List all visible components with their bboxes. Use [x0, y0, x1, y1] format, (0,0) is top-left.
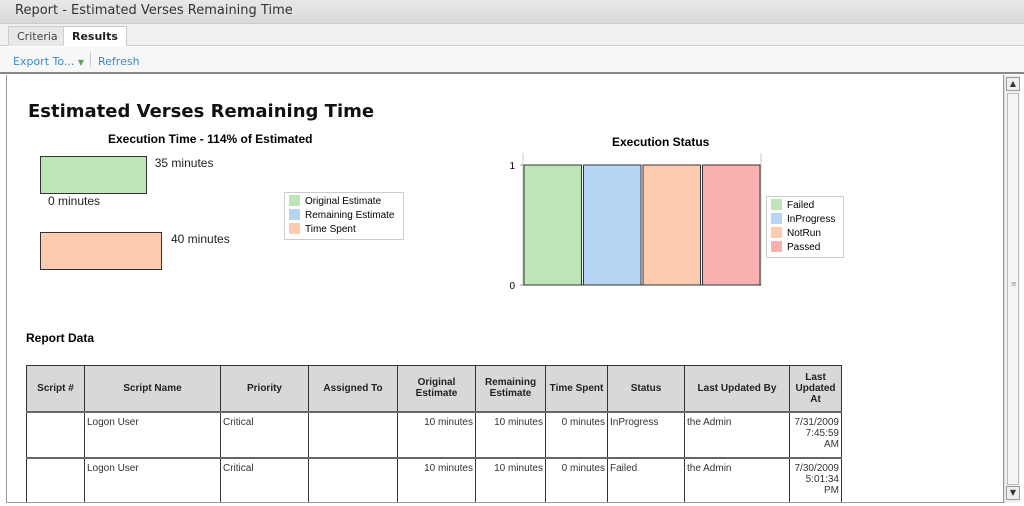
column-header[interactable]: Script #	[26, 365, 85, 412]
bar-time-spent	[40, 232, 162, 270]
report-data-table: Script # Script Name Priority Assigned To Or…	[26, 365, 842, 502]
table-cell: 10 minutes	[475, 456, 546, 502]
legend-label: Passed	[787, 242, 821, 253]
legend-item: NotRun	[771, 227, 839, 241]
y-tick-label: 0	[509, 281, 515, 292]
scroll-thumb[interactable]: ≡	[1007, 93, 1019, 485]
tab-results[interactable]: Results	[63, 26, 127, 46]
report-data-heading: Report Data	[26, 331, 95, 345]
execution-status-legend: Failed InProgress NotRun Passed	[766, 196, 844, 258]
bar-notrun	[642, 164, 701, 286]
table-cell: 10 minutes	[397, 456, 476, 502]
column-header[interactable]: Remaining Estimate	[475, 365, 546, 412]
legend-swatch	[289, 209, 300, 220]
chart-title-execution-time: Execution Time - 114% of Estimated	[108, 132, 313, 146]
column-header[interactable]: Time Spent	[545, 365, 608, 412]
scroll-down-button[interactable]: ▼	[1006, 486, 1020, 500]
export-label: Export To...	[13, 55, 75, 68]
table-cell: 10 minutes	[397, 410, 476, 458]
table-cell: Critical	[220, 456, 309, 502]
refresh-button[interactable]: Refresh	[98, 55, 140, 68]
legend-label: InProgress	[787, 214, 836, 225]
table-cell: Logon User	[84, 456, 221, 502]
legend-swatch	[771, 241, 782, 252]
legend-swatch	[289, 195, 300, 206]
legend-item: Original Estimate	[289, 195, 399, 209]
legend-label: Time Spent	[305, 224, 356, 235]
legend-item: Time Spent	[289, 223, 399, 237]
bar-passed	[702, 164, 761, 286]
table-cell	[26, 410, 85, 458]
chart-title-execution-status: Execution Status	[612, 135, 710, 149]
column-header[interactable]: Script Name	[84, 365, 221, 412]
legend-label: Original Estimate	[305, 196, 382, 207]
scroll-up-button[interactable]: ▲	[1006, 77, 1020, 91]
legend-item: InProgress	[771, 213, 839, 227]
table-cell: Failed	[607, 456, 685, 502]
table-cell	[308, 456, 398, 502]
legend-label: Remaining Estimate	[305, 210, 395, 221]
bar-original-estimate	[40, 156, 147, 194]
legend-swatch	[771, 199, 782, 210]
table-cell: Critical	[220, 410, 309, 458]
legend-item: Remaining Estimate	[289, 209, 399, 223]
legend-swatch	[289, 223, 300, 234]
table-cell: 10 minutes	[475, 410, 546, 458]
bar-value-label: 40 minutes	[171, 232, 230, 246]
bar-value-label: 0 minutes	[48, 194, 101, 208]
column-header[interactable]: Status	[607, 365, 685, 412]
window-title: Report - Estimated Verses Remaining Time	[0, 0, 1024, 24]
table-cell: the Admin	[684, 410, 790, 458]
legend-item: Failed	[771, 199, 839, 213]
legend-label: Failed	[787, 200, 815, 211]
column-header[interactable]: Assigned To	[308, 365, 398, 412]
bar-failed	[523, 164, 582, 286]
table-cell: InProgress	[607, 410, 685, 458]
column-header[interactable]: Original Estimate	[397, 365, 476, 412]
table-row[interactable]: Logon User Critical 10 minutes 10 minutes 0 …	[26, 456, 842, 502]
divider	[90, 52, 91, 67]
legend-item: Passed	[771, 241, 839, 255]
column-header[interactable]: Last Updated By	[684, 365, 790, 412]
table-cell	[26, 456, 85, 502]
table-cell: the Admin	[684, 456, 790, 502]
table-cell: 0 minutes	[545, 410, 608, 458]
column-header[interactable]: Priority	[220, 365, 309, 412]
dropdown-arrow-icon: ▼	[77, 58, 85, 67]
y-tick-label: 1	[509, 161, 515, 172]
execution-status-chart: 01	[509, 153, 762, 292]
table-header-row: Script # Script Name Priority Assigned To Or…	[26, 365, 842, 412]
report-content: Estimated Verses Remaining Time Executio…	[6, 75, 1004, 503]
toolbar: Export To... ▼ Refresh	[0, 47, 1024, 74]
table-cell: 7/31/2009 7:45:59 AM	[789, 410, 842, 458]
table-cell	[308, 410, 398, 458]
column-header[interactable]: Last Updated At	[789, 365, 842, 412]
legend-label: NotRun	[787, 228, 821, 239]
bar-inprogress	[583, 164, 642, 286]
bar-value-label: 35 minutes	[154, 156, 214, 170]
tab-bar: Criteria Results	[0, 24, 1024, 46]
tab-criteria[interactable]: Criteria	[8, 26, 67, 46]
export-to-button[interactable]: Export To... ▼	[13, 55, 84, 68]
report-title: Estimated Verses Remaining Time	[28, 101, 375, 122]
legend-swatch	[771, 227, 782, 238]
table-cell: 7/30/2009 5:01:34 PM	[789, 456, 842, 502]
table-cell: 0 minutes	[545, 456, 608, 502]
table-cell: Logon User	[84, 410, 221, 458]
table-row[interactable]: Logon User Critical 10 minutes 10 minutes 0 …	[26, 410, 842, 458]
legend-swatch	[771, 213, 782, 224]
vertical-scrollbar[interactable]: ▲ ≡ ▼	[1004, 75, 1020, 503]
execution-time-legend: Original Estimate Remaining Estimate Tim…	[284, 192, 404, 240]
